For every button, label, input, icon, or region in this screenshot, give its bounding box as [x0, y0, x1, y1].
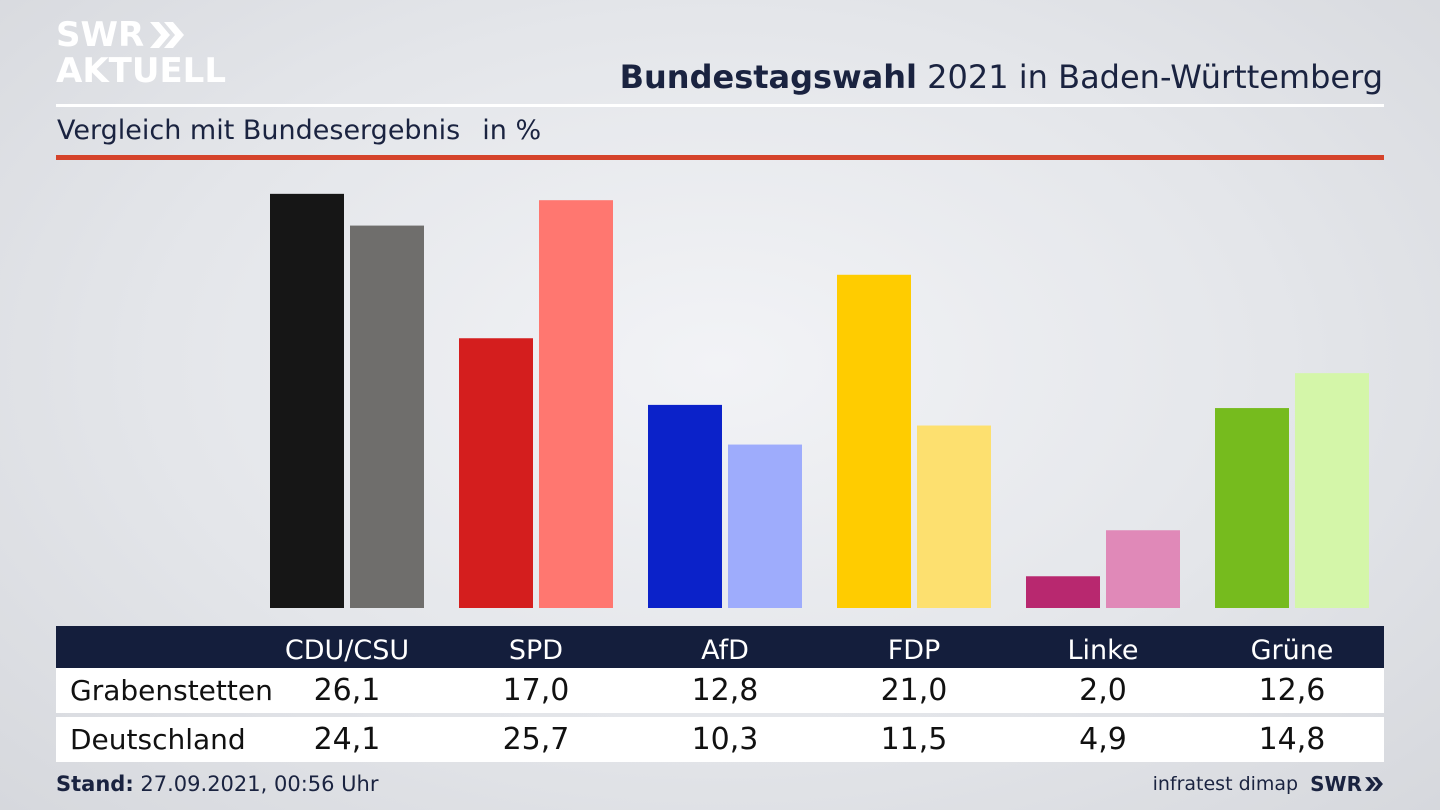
category-label: Linke — [1067, 634, 1139, 666]
swr-footer-logo: SWR — [1310, 772, 1384, 796]
table-row: Grabenstetten 26,1 17,0 12,8 21,0 2,0 12,6 — [56, 668, 1384, 713]
value-cell: 14,8 — [1258, 722, 1326, 757]
timestamp: Stand: 27.09.2021, 00:56 Uhr — [56, 772, 379, 796]
bar-spd-grabenstetten — [459, 338, 533, 608]
value-cell: 12,8 — [691, 673, 759, 708]
title-bold: Bundestagswahl — [619, 58, 917, 96]
source-label: infratest dimap — [1152, 773, 1299, 795]
brand-label: SWR — [1310, 772, 1362, 796]
value-cell: 11,5 — [880, 722, 948, 757]
bar-cdu-csu-deutschland — [350, 225, 424, 609]
value-cell: 2,0 — [1079, 673, 1127, 708]
double-chevron-icon — [150, 22, 185, 48]
title-rest: 2021 in Baden-Württemberg — [916, 58, 1383, 96]
bar-fdp-grabenstetten — [837, 274, 911, 608]
results-table: CDU/CSU SPD AfD FDP Linke Grüne Grabenstetten… — [56, 626, 1384, 762]
row-label-1: Grabenstetten — [70, 674, 273, 707]
bar-gr-ne-deutschland — [1295, 373, 1369, 608]
category-label: AfD — [701, 634, 749, 666]
bar-spd-deutschland — [539, 200, 613, 608]
value-cell: 25,7 — [502, 722, 570, 757]
stand-label: Stand: — [56, 772, 134, 796]
double-chevron-small-icon — [1365, 777, 1383, 791]
unit-label: in % — [482, 115, 542, 146]
bar-gr-ne-grabenstetten — [1215, 408, 1289, 608]
value-cell: 26,1 — [313, 673, 381, 708]
category-label: FDP — [887, 634, 941, 666]
value-cell: 10,3 — [691, 722, 759, 757]
category-label: CDU/CSU — [284, 634, 410, 666]
bar-afd-deutschland — [728, 444, 802, 608]
chart-title: Bundestagswahl 2021 in Baden-Württemberg — [620, 58, 1383, 96]
subtitle-text: Vergleich mit Bundesergebnis — [57, 115, 461, 146]
bar-cdu-csu-grabenstetten — [270, 193, 344, 608]
bar-linke-grabenstetten — [1026, 576, 1100, 608]
logo-line-1: SWR — [56, 15, 145, 55]
subtitle-divider — [56, 155, 1384, 160]
source-credit: infratest dimap SWR — [1153, 772, 1384, 796]
bar-fdp-deutschland — [917, 425, 991, 608]
stand-value: 27.09.2021, 00:56 Uhr — [133, 772, 379, 796]
value-cell: 24,1 — [313, 722, 381, 757]
value-cell: 21,0 — [880, 673, 948, 708]
value-cell: 12,6 — [1258, 673, 1326, 708]
value-cell: 17,0 — [502, 673, 570, 708]
logo-line-2: AKTUELL — [56, 51, 227, 91]
chart-subtitle: Vergleich mit Bundesergebnis in % — [57, 115, 541, 146]
category-label: Grüne — [1250, 634, 1334, 666]
title-divider — [56, 104, 1384, 107]
table-header-row: CDU/CSU SPD AfD FDP Linke Grüne — [56, 626, 1384, 668]
swr-aktuell-logo: SWR AKTUELL — [56, 16, 226, 92]
bar-afd-grabenstetten — [648, 404, 722, 608]
category-label: SPD — [508, 634, 564, 666]
table-row: Deutschland 24,1 25,7 10,3 11,5 4,9 14,8 — [56, 717, 1384, 762]
row-label-2: Deutschland — [70, 723, 246, 756]
bar-linke-deutschland — [1106, 530, 1180, 608]
value-cell: 4,9 — [1079, 722, 1127, 757]
